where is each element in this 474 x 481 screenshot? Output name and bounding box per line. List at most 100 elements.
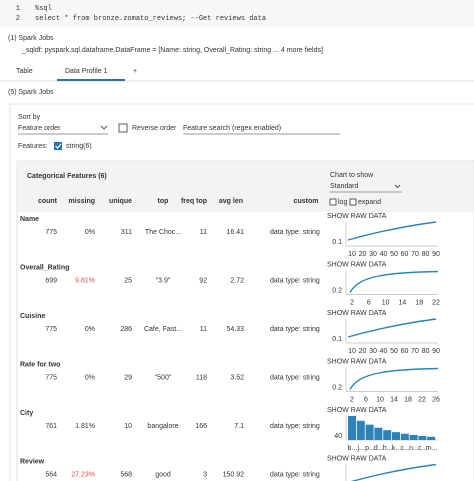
line-number: 1 [16,5,20,13]
cell: "3.9" [156,277,171,284]
chart-x-tick: k... [392,445,401,452]
chart-y-tick: 40 [334,433,342,440]
chart-x-tick: 10 [382,299,390,306]
chart-x-tick: 80 [422,348,430,355]
chart-bar [374,427,383,440]
cell: "500" [155,374,172,381]
expand-label[interactable]: expand [358,199,381,206]
chart-curve [349,367,439,390]
cell: 7.1 [234,423,244,430]
tab-add[interactable]: + [133,68,137,75]
show-raw-data[interactable]: SHOW RAW DATA [327,455,387,462]
chart-x-tick: 14 [390,396,398,403]
chart-x-tick: 20 [359,251,367,258]
chart-x-tick: 6 [364,396,368,403]
chart-x-tick: 10 [376,396,384,403]
chart-x-tick: p... [365,445,375,452]
chart-x-tick: n... [409,445,419,452]
cell: data type: string [270,277,320,284]
cell: 3 [203,471,207,478]
dropdown-arrow [100,125,108,130]
panel-title: Categorical Features (6) [27,173,107,180]
cell: 286 [120,326,132,333]
reverse-label[interactable]: Reverse order [132,125,177,132]
log-checkbox[interactable] [329,198,337,206]
chart-bar [418,435,427,440]
chart-x-tick: 50 [390,348,398,355]
chart-bar [400,433,409,440]
show-raw-data[interactable]: SHOW RAW DATA [327,261,387,268]
cell: 0% [85,326,95,333]
column-header: freq top [181,198,207,205]
chart-x-tick: 14 [399,299,407,306]
code-area [0,0,474,27]
cell: data type: string [270,374,320,381]
chart-x-tick: 10 [348,348,356,355]
expand-checkbox[interactable] [349,198,357,206]
log-label[interactable]: log [338,199,347,206]
show-raw-data[interactable]: SHOW RAW DATA [327,310,387,317]
chart-x-tick: 22 [432,299,440,306]
cell: data type: string [270,229,320,236]
spark-jobs[interactable]: (1) Spark Jobs [8,35,54,42]
chart-y-tick: 0.2 [332,384,342,391]
cell: 568 [120,471,132,478]
chart-x-tick: 10 [348,251,356,258]
feature-name: Review [20,458,45,465]
tab[interactable]: Table [16,68,33,75]
sort-dropdown[interactable]: Feature order [18,125,61,132]
chart-x-tick: 2 [350,396,354,403]
column-header: avg len [219,198,243,205]
cell: 0% [85,229,95,236]
show-raw-data[interactable]: SHOW RAW DATA [327,213,387,220]
chart-bar [427,436,436,440]
chart-x-tick: c... [418,445,427,452]
chart-x-tick: 18 [404,396,412,403]
feature-type[interactable]: string(6) [66,143,92,150]
chart-x-tick: 30 [369,348,377,355]
chart-curve [349,270,439,293]
chart-x-tick: 60 [401,348,409,355]
dataframe-info[interactable]: _sqldf: pyspark.sql.dataframe.DataFrame … [21,47,323,54]
spark-jobs[interactable]: (5) Spark Jobs [8,89,54,96]
chart-x-tick: 2 [350,299,354,306]
cell: bangalore [147,423,178,430]
search-input[interactable]: Feature search (regex enabled) [183,125,281,132]
cell: 54.33 [226,326,244,333]
chart-x-tick: 70 [411,348,419,355]
show-raw-data[interactable]: SHOW RAW DATA [327,407,387,414]
code-line: %sql [35,5,52,13]
cell: 118 [196,374,207,381]
chart-x-tick: 50 [390,251,398,258]
chart-bar [348,416,356,440]
chart-x-tick: m... [426,445,438,452]
chart-bar [365,424,374,440]
column-header: unique [109,198,132,205]
feature-checkbox[interactable] [54,142,62,150]
table-body: count missing unique top freq top avg len cust… [20,198,440,481]
cell: data type: string [270,326,320,333]
chart-label: Chart to show [330,172,374,179]
chart-x-tick: h... [383,445,393,452]
tab[interactable]: Data Profile 1 [65,68,108,75]
chart-curve [347,221,437,241]
show-raw-data[interactable]: SHOW RAW DATA [327,358,387,365]
chart-dropdown[interactable]: Standard [330,183,359,190]
cell: 311 [121,229,132,236]
cell: 9.81% [75,277,95,284]
cell: The Choc... [145,229,181,236]
feature-name: Overall_Rating [20,264,69,271]
cell: Cafe, Fast... [144,326,182,333]
chart-x-tick: 40 [380,251,388,258]
cell: 564 [45,471,57,478]
feature-name: Rate for two [20,361,60,368]
chart-x-tick: 40 [380,348,388,355]
chart-bar [356,420,365,440]
feature-name: Name [20,216,39,223]
chart-x-tick: 80 [422,251,430,258]
reverse-checkbox[interactable] [118,123,128,133]
cell: good [155,471,171,478]
sort-label: Sort by [18,114,41,121]
chart-x-tick: 70 [411,251,419,258]
